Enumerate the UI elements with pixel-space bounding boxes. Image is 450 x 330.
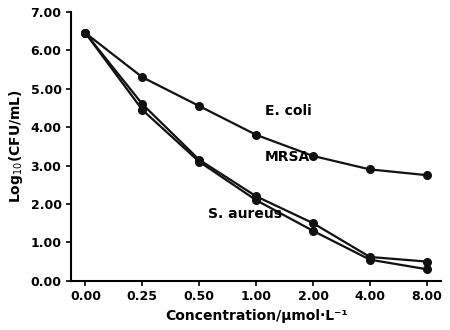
Text: S. aureus: S. aureus [208,207,282,221]
Y-axis label: Log$_{10}$(CFU/mL): Log$_{10}$(CFU/mL) [7,89,25,203]
X-axis label: Concentration/μmol·L⁻¹: Concentration/μmol·L⁻¹ [165,309,347,323]
Text: MRSA: MRSA [265,149,310,164]
Text: E. coli: E. coli [265,104,311,117]
